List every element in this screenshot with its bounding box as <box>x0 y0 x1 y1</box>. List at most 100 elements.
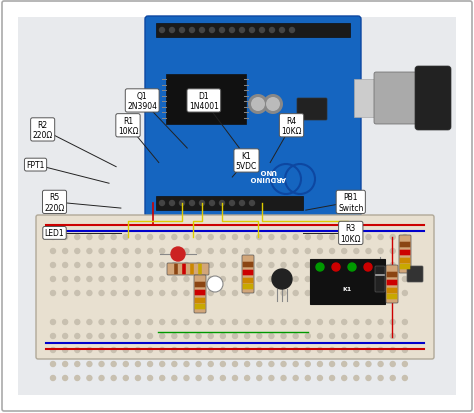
Circle shape <box>87 263 92 268</box>
Circle shape <box>99 263 104 268</box>
Circle shape <box>136 249 140 254</box>
Circle shape <box>245 348 250 353</box>
Circle shape <box>220 263 225 268</box>
FancyBboxPatch shape <box>194 275 206 313</box>
FancyBboxPatch shape <box>407 266 423 282</box>
Circle shape <box>147 249 153 254</box>
FancyBboxPatch shape <box>242 255 254 293</box>
Circle shape <box>170 201 174 206</box>
FancyBboxPatch shape <box>195 282 205 287</box>
Circle shape <box>63 249 68 254</box>
Circle shape <box>390 334 395 339</box>
Circle shape <box>172 334 177 339</box>
Circle shape <box>366 320 371 325</box>
Circle shape <box>75 334 80 339</box>
Circle shape <box>220 235 225 240</box>
Circle shape <box>245 235 250 240</box>
Circle shape <box>196 334 201 339</box>
Circle shape <box>208 249 213 254</box>
Circle shape <box>147 334 153 339</box>
Circle shape <box>257 362 262 367</box>
Text: R3
10KΩ: R3 10KΩ <box>340 224 361 243</box>
Circle shape <box>99 235 104 240</box>
Circle shape <box>196 291 201 296</box>
Circle shape <box>257 348 262 353</box>
Circle shape <box>87 320 92 325</box>
Circle shape <box>208 291 213 296</box>
Circle shape <box>220 348 225 353</box>
Circle shape <box>378 334 383 339</box>
Circle shape <box>272 269 292 289</box>
Circle shape <box>329 235 335 240</box>
Circle shape <box>233 348 237 353</box>
Circle shape <box>160 348 164 353</box>
Circle shape <box>318 277 322 282</box>
Circle shape <box>329 320 335 325</box>
FancyBboxPatch shape <box>386 266 398 303</box>
Circle shape <box>196 320 201 325</box>
FancyBboxPatch shape <box>387 294 397 299</box>
Circle shape <box>305 348 310 353</box>
Circle shape <box>184 263 189 268</box>
Circle shape <box>172 235 177 240</box>
FancyBboxPatch shape <box>145 17 361 218</box>
Circle shape <box>281 249 286 254</box>
Circle shape <box>172 362 177 367</box>
Circle shape <box>160 277 164 282</box>
Circle shape <box>342 334 346 339</box>
Circle shape <box>136 320 140 325</box>
Circle shape <box>366 334 371 339</box>
Circle shape <box>402 263 407 268</box>
Circle shape <box>160 235 164 240</box>
Text: PB1
Switch: PB1 Switch <box>338 193 364 212</box>
Circle shape <box>51 362 55 367</box>
Circle shape <box>245 249 250 254</box>
Circle shape <box>281 235 286 240</box>
Circle shape <box>257 375 262 380</box>
Circle shape <box>305 362 310 367</box>
Circle shape <box>172 320 177 325</box>
Circle shape <box>245 362 250 367</box>
Circle shape <box>220 375 225 380</box>
Circle shape <box>220 334 225 339</box>
Circle shape <box>402 348 407 353</box>
Circle shape <box>233 375 237 380</box>
Circle shape <box>147 320 153 325</box>
FancyBboxPatch shape <box>243 284 253 290</box>
Circle shape <box>329 334 335 339</box>
Circle shape <box>364 263 372 271</box>
Circle shape <box>378 320 383 325</box>
Circle shape <box>354 348 359 353</box>
Circle shape <box>51 320 55 325</box>
Circle shape <box>402 375 407 380</box>
Text: D1
1N4001: D1 1N4001 <box>189 92 219 111</box>
Circle shape <box>63 348 68 353</box>
Circle shape <box>257 249 262 254</box>
Circle shape <box>87 249 92 254</box>
Circle shape <box>196 348 201 353</box>
Circle shape <box>63 375 68 380</box>
Circle shape <box>269 235 274 240</box>
FancyBboxPatch shape <box>415 67 451 131</box>
Circle shape <box>402 277 407 282</box>
Circle shape <box>390 277 395 282</box>
Circle shape <box>280 28 284 33</box>
Circle shape <box>293 334 298 339</box>
Circle shape <box>390 249 395 254</box>
Circle shape <box>208 334 213 339</box>
Circle shape <box>342 362 346 367</box>
Circle shape <box>378 291 383 296</box>
Circle shape <box>75 348 80 353</box>
Circle shape <box>318 334 322 339</box>
FancyBboxPatch shape <box>400 264 410 270</box>
Circle shape <box>316 263 324 271</box>
Circle shape <box>87 362 92 367</box>
Circle shape <box>378 348 383 353</box>
Circle shape <box>318 263 322 268</box>
Circle shape <box>111 263 116 268</box>
Circle shape <box>184 277 189 282</box>
Circle shape <box>245 291 250 296</box>
Circle shape <box>281 334 286 339</box>
Circle shape <box>390 320 395 325</box>
Circle shape <box>233 263 237 268</box>
